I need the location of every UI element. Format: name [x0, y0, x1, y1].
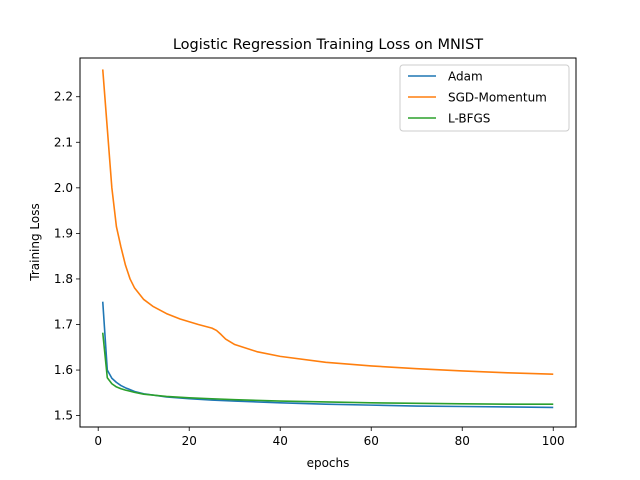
y-axis-ticks: 1.5 1.6 1.7 1.8 1.9 2.0 2.1 2.2 — [54, 90, 80, 423]
y-tick-label: 2.1 — [54, 135, 73, 149]
legend-label-1: SGD-Momentum — [448, 91, 547, 105]
y-tick-label: 2.0 — [54, 181, 73, 195]
series-line-0 — [101, 301, 554, 409]
y-tick-label: 1.6 — [54, 363, 73, 377]
y-tick-label: 2.2 — [54, 90, 73, 104]
y-tick-label: 1.8 — [54, 272, 73, 286]
series-layer — [101, 69, 554, 409]
chart-title: Logistic Regression Training Loss on MNI… — [173, 37, 483, 53]
legend-label-0: Adam — [448, 70, 483, 84]
x-axis-ticks: 0 20 40 60 80 100 — [94, 427, 565, 448]
x-tick-label: 80 — [455, 434, 470, 448]
y-tick-label: 1.9 — [54, 226, 73, 240]
y-tick-label: 1.5 — [54, 409, 73, 423]
legend: Adam SGD-Momentum L-BFGS — [399, 64, 570, 132]
x-tick-label: 60 — [364, 434, 379, 448]
x-tick-label: 0 — [94, 434, 102, 448]
x-tick-label: 40 — [273, 434, 288, 448]
x-tick-label: 20 — [182, 434, 197, 448]
y-axis-label: Training Loss — [28, 203, 42, 281]
series-line-2 — [101, 332, 554, 406]
legend-label-2: L-BFGS — [448, 112, 490, 126]
series-line-1 — [101, 69, 554, 375]
y-tick-label: 1.7 — [54, 318, 73, 332]
x-axis-label: epochs — [307, 456, 350, 470]
axes-frame — [79, 57, 577, 428]
x-tick-label: 100 — [542, 434, 565, 448]
plot-area — [79, 57, 577, 428]
legend-box — [399, 64, 570, 132]
